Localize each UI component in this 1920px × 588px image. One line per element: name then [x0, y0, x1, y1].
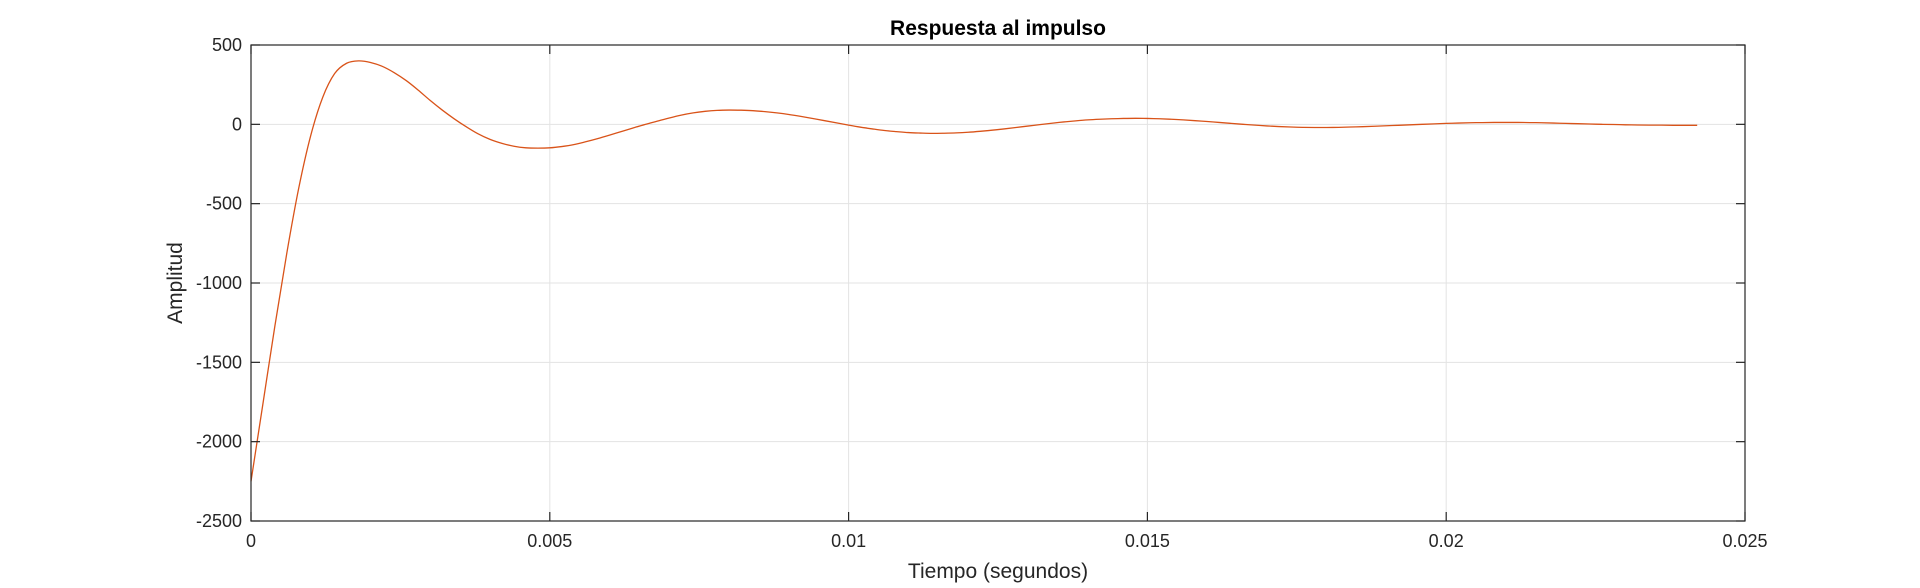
x-tick-label: 0.015 — [1125, 531, 1170, 551]
x-tick-label: 0.02 — [1429, 531, 1464, 551]
y-axis-label: Amplitud — [164, 242, 187, 324]
y-tick-label: -2000 — [196, 432, 242, 452]
y-tick-label: -1000 — [196, 273, 242, 293]
grid-lines — [251, 45, 1745, 521]
y-tick-label: -2500 — [196, 511, 242, 531]
x-tick-label: 0 — [246, 531, 256, 551]
y-tick-label: 500 — [212, 35, 242, 55]
y-tick-label: -1500 — [196, 352, 242, 372]
series-layer — [250, 60, 1698, 482]
x-tick-label: 0.01 — [831, 531, 866, 551]
x-tick-label: 0.005 — [527, 531, 572, 551]
x-axis-label: Tiempo (segundos) — [908, 560, 1088, 583]
y-tick-label: -500 — [206, 194, 242, 214]
ticks — [250, 44, 1746, 522]
chart-title: Respuesta al impulso — [890, 17, 1106, 40]
tick-labels: 0 0.005 0.01 0.015 0.02 0.025 500 0 -500 -1000 -15… — [196, 35, 1768, 551]
x-tick-label: 0.025 — [1722, 531, 1767, 551]
y-tick-label: 0 — [232, 114, 242, 134]
impulse-response-line — [250, 60, 1698, 482]
